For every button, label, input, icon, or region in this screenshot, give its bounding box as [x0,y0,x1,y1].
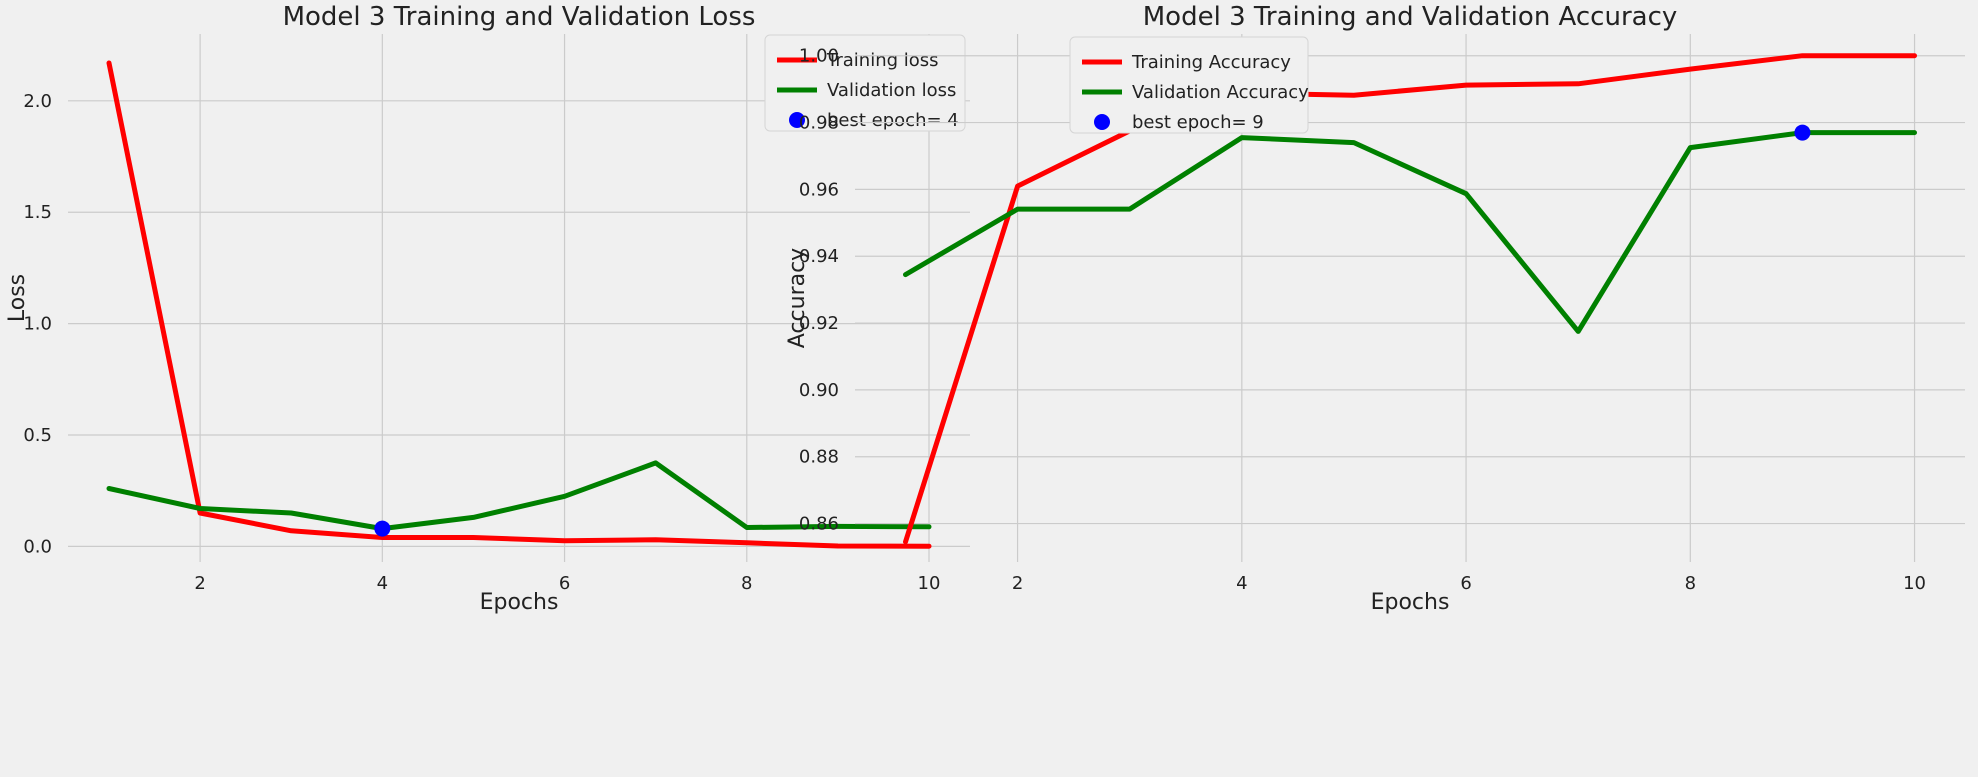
legend-label: Training Accuracy [1131,52,1291,73]
x-axis-label: Epochs [1371,590,1450,615]
best-epoch-point [1794,124,1811,141]
x-tick-label: 8 [741,573,752,594]
y-tick-label: 0.94 [799,246,839,267]
legend-label: best epoch= 9 [1132,112,1264,133]
y-tick-label: 0.0 [23,536,52,557]
y-tick-label: 2.0 [23,91,52,112]
y-tick-label: 0.90 [799,380,839,401]
y-tick-label: 0.86 [799,514,839,535]
x-tick-label: 4 [1236,573,1247,594]
legend-label: best epoch= 4 [827,110,959,131]
legend-label: Training loss [826,50,939,71]
x-tick-label: 2 [194,573,205,594]
y-axis-label: Accuracy [785,248,810,348]
gridlines [855,34,1965,562]
chart-title: Model 3 Training and Validation Accuracy [1143,2,1678,32]
y-tick-label: 0.92 [799,313,839,334]
x-tick-label: 6 [559,573,570,594]
y-tick-label: 0.5 [23,425,52,446]
y-tick-label: 1.0 [23,314,52,335]
x-tick-label: 4 [377,573,388,594]
chart-title: Model 3 Training and Validation Loss [283,2,756,32]
x-tick-label: 8 [1685,573,1696,594]
legend-marker [1094,114,1110,130]
legend: Training loss Validation loss best epoch= … [764,34,966,132]
x-tick-label: 2 [1012,573,1023,594]
y-tick-label: 0.98 [799,113,839,134]
legend: Training Accuracy Validation Accuracy best… [1069,36,1309,134]
best-epoch-point [374,520,391,537]
legend-frame [1069,36,1309,134]
series-line-training-loss [106,60,932,549]
series-line-validation-loss [106,460,932,532]
x-tick-label: 10 [1903,573,1926,594]
x-tick-label: 6 [1460,573,1471,594]
series-line-validation-accuracy [903,130,1917,334]
y-tick-label: 1.00 [799,46,839,67]
series-line-training-accuracy [903,53,1917,545]
legend-label: Validation Accuracy [1132,82,1309,103]
legend-label: Validation loss [827,80,956,101]
y-tick-label: 0.88 [799,447,839,468]
y-tick-label: 0.96 [799,179,839,200]
x-axis-label: Epochs [480,590,559,615]
x-tick-label: 10 [918,573,941,594]
chart-2: 2 4 6 8 10 0.86 0.88 0.90 0.92 0.94 0.96 0.98 1.00 Mo… [785,2,1965,615]
legend-marker [789,112,805,128]
y-axis-label: Loss [5,274,30,322]
y-tick-label: 1.5 [23,202,52,223]
